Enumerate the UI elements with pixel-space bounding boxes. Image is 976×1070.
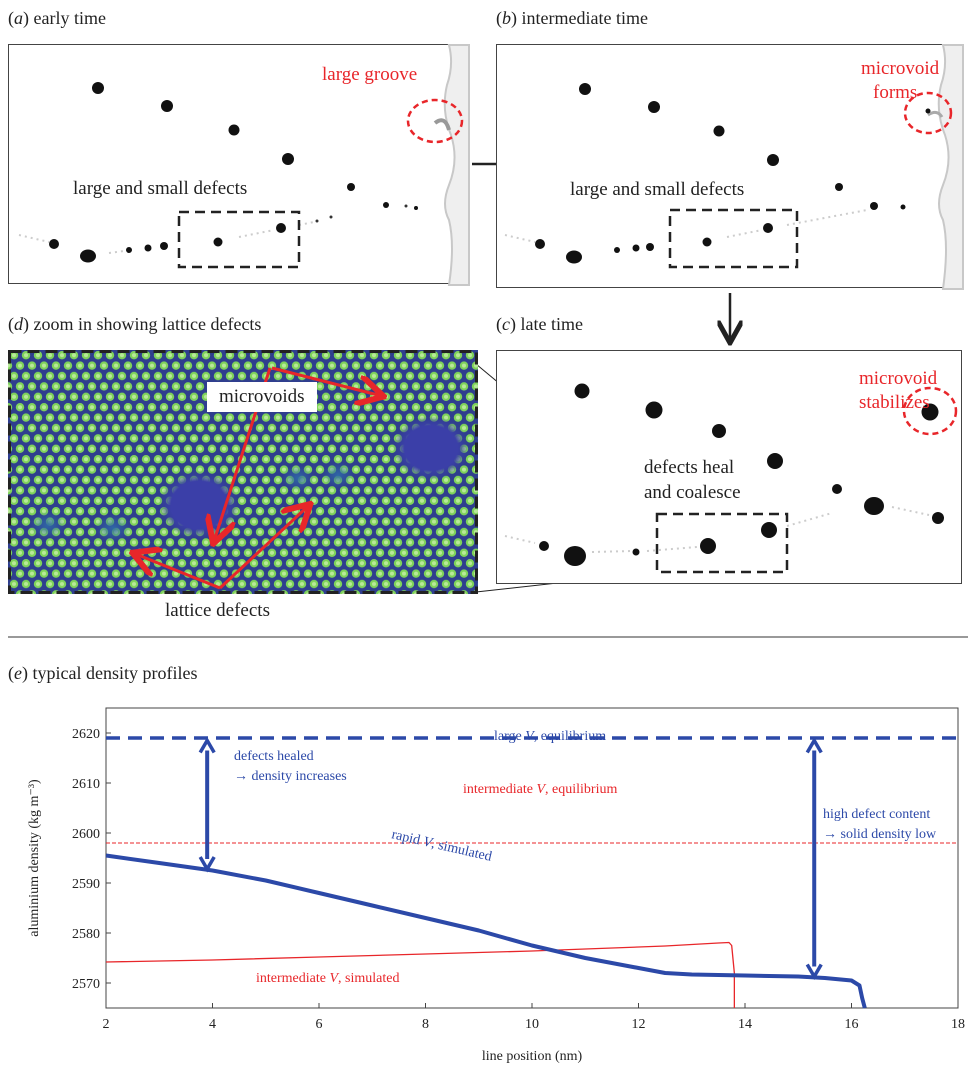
- annotation-healed-1: defects healed: [234, 749, 314, 764]
- defect: [330, 216, 333, 219]
- label-inter-eq: intermediate V, equilibrium: [463, 782, 617, 797]
- annotation-high-1: high defect content: [823, 807, 930, 822]
- microvoid-right: [393, 416, 469, 480]
- caption-d: (d) zoom in showing lattice defects: [8, 314, 261, 335]
- defect: [49, 239, 59, 249]
- x-tick-label: 14: [738, 1017, 752, 1032]
- label-microvoid-b-1: microvoid: [861, 58, 940, 79]
- defect: [214, 238, 223, 247]
- caption-b: (b) intermediate time: [496, 8, 648, 29]
- y-tick-label: 2600: [72, 827, 100, 842]
- density-profile-chart: 2 4 6 8 10 12 14 16 18 2570 2580 2590 2600 2610 2620 d…: [8, 698, 968, 1070]
- panel-e-density-chart: 2 4 6 8 10 12 14 16 18 2570 2580 2590 2600 2610 2620 d…: [8, 698, 968, 1070]
- panel-b-simulation: microvoid forms large and small defects: [497, 45, 963, 289]
- solid-surface: [445, 45, 469, 285]
- defect: [316, 220, 319, 223]
- defect: [347, 183, 355, 191]
- panel-a-early-time: large groove large and small defects: [8, 44, 468, 284]
- x-axis-label: line position (nm): [482, 1049, 583, 1064]
- caption-c: (c) late time: [496, 314, 583, 335]
- label-inter-sim: intermediate V, simulated: [256, 971, 399, 986]
- label-microvoid-b-2: forms: [873, 82, 917, 103]
- defect: [282, 153, 294, 165]
- defect: [92, 82, 104, 94]
- defect: [160, 242, 168, 250]
- defect: [414, 206, 418, 210]
- y-axis-label: aluminium density (kg m⁻³): [27, 779, 42, 937]
- caption-a: (a) early time: [8, 8, 106, 29]
- y-tick-label: 2620: [72, 727, 100, 742]
- defect: [383, 202, 389, 208]
- x-tick-label: 18: [951, 1017, 965, 1032]
- label-large-groove: large groove: [322, 64, 417, 85]
- x-tick-label: 12: [632, 1017, 646, 1032]
- defect: [126, 247, 132, 253]
- defect: [276, 223, 286, 233]
- panel-a-simulation: large groove large and small defects: [9, 45, 469, 285]
- caption-e: (e) typical density profiles: [8, 663, 197, 684]
- x-tick-label: 16: [845, 1017, 859, 1032]
- label-heal-1: defects heal: [644, 457, 734, 478]
- defect: [145, 245, 152, 252]
- label-defects-b: large and small defects: [570, 179, 744, 200]
- x-tick-label: 10: [525, 1017, 539, 1032]
- label-microvoids: microvoids: [207, 382, 317, 412]
- x-tick-label: 4: [209, 1017, 216, 1032]
- groove: [435, 120, 449, 130]
- y-tick-label: 2610: [72, 777, 100, 792]
- annotation-healed-2: → density increases: [234, 769, 347, 784]
- x-tick-label: 8: [422, 1017, 429, 1032]
- x-tick-label: 6: [316, 1017, 323, 1032]
- zoom-box: [179, 212, 299, 267]
- panel-b-intermediate-time: microvoid forms large and small defects: [496, 44, 962, 288]
- label-large-eq: large V, equilibrium: [494, 729, 606, 744]
- label-defects-a: large and small defects: [73, 178, 247, 199]
- annotation-high-2: → solid density low: [823, 827, 937, 842]
- defect: [80, 250, 96, 263]
- defect: [161, 100, 173, 112]
- defect: [229, 125, 240, 136]
- x-tick-label: 2: [103, 1017, 110, 1032]
- label-lattice-defects: lattice defects: [165, 600, 270, 622]
- y-tick-label: 2580: [72, 927, 100, 942]
- panel-c-late-time: microvoid stabilizes defects heal and co…: [496, 350, 962, 584]
- microvoid: [926, 109, 931, 114]
- label-microvoid-c-1: microvoid: [859, 368, 938, 389]
- defect: [405, 205, 408, 208]
- label-heal-2: and coalesce: [644, 482, 741, 503]
- y-tick-label: 2570: [72, 977, 100, 992]
- label-microvoid-c-2: stabilizes: [859, 392, 930, 413]
- zoom-box: [670, 210, 797, 267]
- y-tick-label: 2590: [72, 877, 100, 892]
- panel-c-simulation: microvoid stabilizes defects heal and co…: [497, 351, 963, 585]
